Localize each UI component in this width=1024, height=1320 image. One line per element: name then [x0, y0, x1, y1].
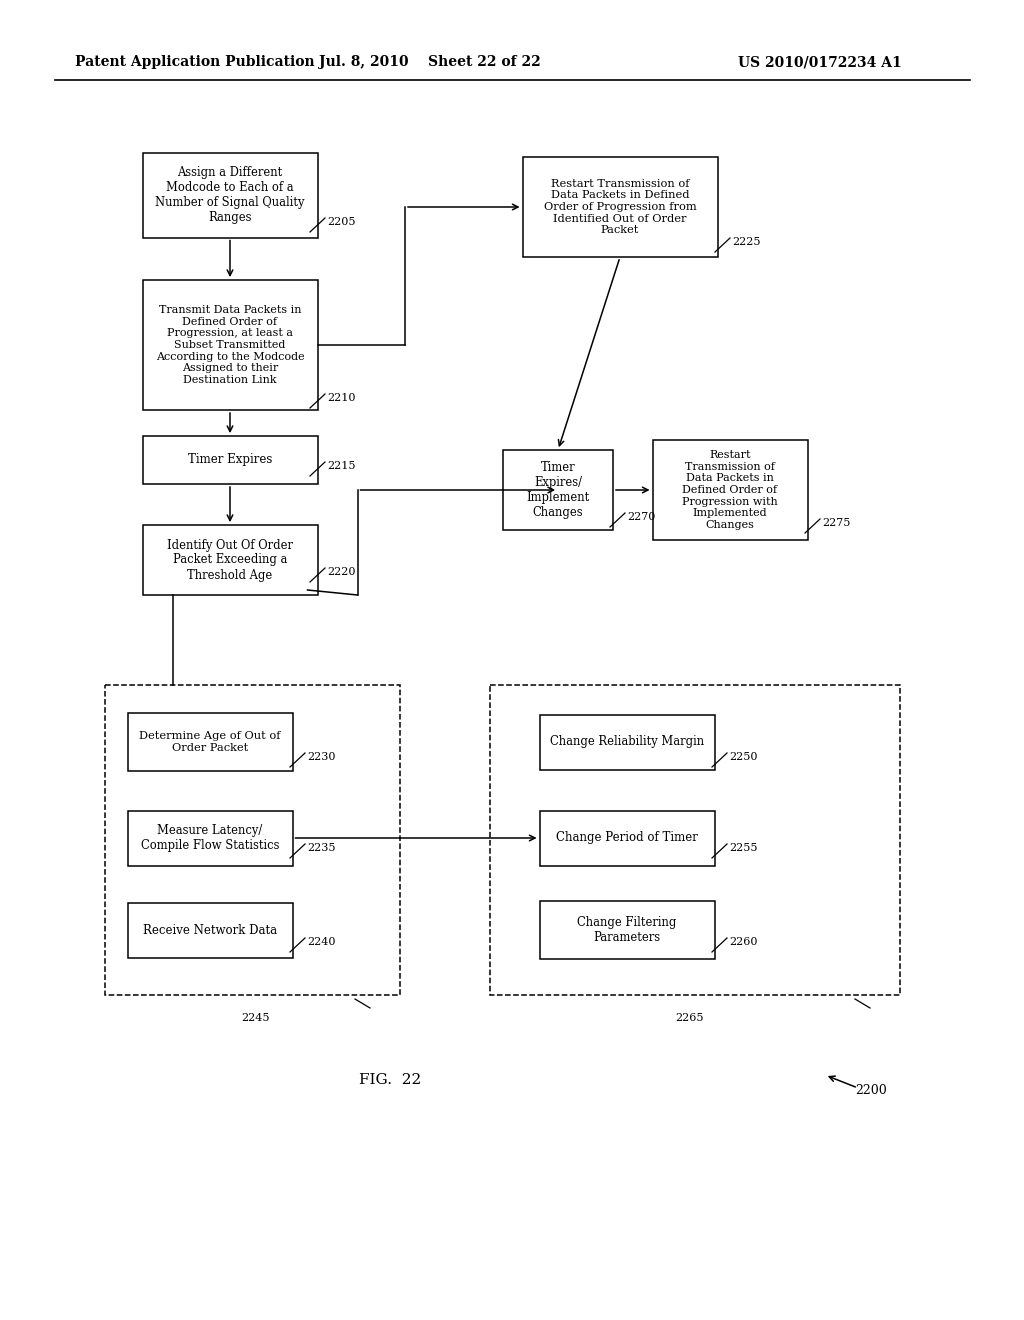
Text: 2200: 2200 — [855, 1084, 887, 1097]
Text: 2250: 2250 — [729, 752, 758, 762]
Bar — [503, 450, 613, 531]
Text: Identify Out Of Order
Packet Exceeding a
Threshold Age: Identify Out Of Order Packet Exceeding a… — [167, 539, 293, 582]
Bar — [490, 685, 900, 995]
Bar — [142, 153, 317, 238]
Text: 2270: 2270 — [627, 512, 655, 521]
Bar — [142, 525, 317, 595]
Bar — [522, 157, 718, 257]
Text: Restart Transmission of
Data Packets in Defined
Order of Progression from
Identi: Restart Transmission of Data Packets in … — [544, 178, 696, 235]
Text: 2215: 2215 — [327, 461, 355, 471]
Text: US 2010/0172234 A1: US 2010/0172234 A1 — [738, 55, 902, 69]
Bar — [105, 685, 400, 995]
Text: 2230: 2230 — [307, 752, 336, 762]
Text: 2225: 2225 — [732, 238, 761, 247]
Text: Change Reliability Margin: Change Reliability Margin — [550, 735, 705, 748]
Bar — [128, 903, 293, 957]
Text: 2240: 2240 — [307, 937, 336, 946]
Text: Jul. 8, 2010    Sheet 22 of 22: Jul. 8, 2010 Sheet 22 of 22 — [319, 55, 541, 69]
Text: 2235: 2235 — [307, 843, 336, 853]
Text: 2275: 2275 — [822, 517, 850, 528]
Bar — [128, 810, 293, 866]
Bar — [652, 440, 808, 540]
Bar — [540, 902, 715, 960]
Text: 2260: 2260 — [729, 937, 758, 946]
Text: Restart
Transmission of
Data Packets in
Defined Order of
Progression with
Implem: Restart Transmission of Data Packets in … — [682, 450, 778, 529]
Bar — [142, 436, 317, 484]
Text: Measure Latency/
Compile Flow Statistics: Measure Latency/ Compile Flow Statistics — [140, 824, 280, 851]
Text: Change Period of Timer: Change Period of Timer — [556, 832, 698, 845]
Text: Patent Application Publication: Patent Application Publication — [75, 55, 314, 69]
Text: 2210: 2210 — [327, 393, 355, 403]
Text: 2255: 2255 — [729, 843, 758, 853]
Bar — [540, 810, 715, 866]
Bar — [142, 280, 317, 411]
Bar — [128, 713, 293, 771]
Text: Receive Network Data: Receive Network Data — [143, 924, 278, 936]
Text: Timer Expires: Timer Expires — [187, 454, 272, 466]
Text: Determine Age of Out of
Order Packet: Determine Age of Out of Order Packet — [139, 731, 281, 752]
Text: Assign a Different
Modcode to Each of a
Number of Signal Quality
Ranges: Assign a Different Modcode to Each of a … — [156, 166, 305, 224]
Text: Transmit Data Packets in
Defined Order of
Progression, at least a
Subset Transmi: Transmit Data Packets in Defined Order o… — [156, 305, 304, 385]
Text: 2245: 2245 — [241, 1012, 269, 1023]
Bar — [540, 714, 715, 770]
Text: FIG.  22: FIG. 22 — [358, 1073, 421, 1086]
Text: 2220: 2220 — [327, 568, 355, 577]
Text: 2205: 2205 — [327, 216, 355, 227]
Text: Timer
Expires/
Implement
Changes: Timer Expires/ Implement Changes — [526, 461, 590, 519]
Text: Change Filtering
Parameters: Change Filtering Parameters — [578, 916, 677, 944]
Text: 2265: 2265 — [676, 1012, 705, 1023]
